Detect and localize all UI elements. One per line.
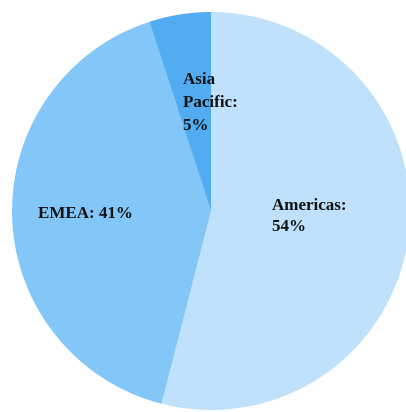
slice-label-line: Pacific: [183, 92, 238, 111]
slice-label-line: 5% [183, 115, 209, 134]
slice-label-line: Americas: [272, 195, 347, 214]
pie-slice-asia-pacific [149, 12, 211, 211]
slice-label-asia-pacific: Asia Pacific: 5% [183, 69, 238, 134]
slice-label-emea: EMEA: 41% [38, 203, 133, 222]
pie-slice-americas [161, 12, 406, 410]
slice-label-line: 54% [272, 216, 306, 235]
slice-label-americas: Americas: 54% [272, 195, 347, 235]
pie-slices [11, 12, 406, 410]
slice-label-line: Asia [183, 69, 216, 88]
slice-label-line: EMEA: 41% [38, 203, 133, 222]
pie-labels: Americas: 54% EMEA: 41% Asia Pacific: 5% [38, 69, 347, 235]
pie-slice-emea [11, 21, 211, 404]
